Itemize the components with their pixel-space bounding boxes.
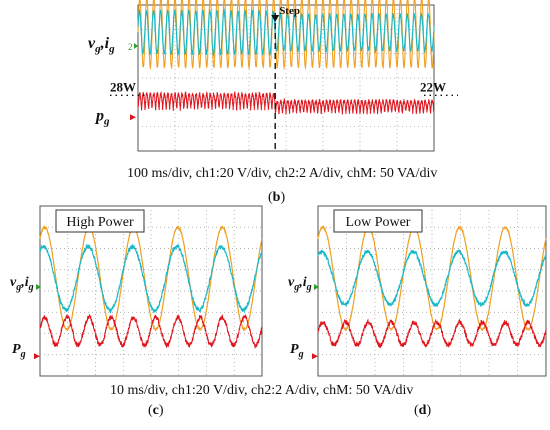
power-after-label: 22W bbox=[420, 79, 446, 94]
plot-c-grid bbox=[40, 206, 262, 376]
caption-bottom: 10 ms/div, ch1:20 V/div, ch2:2 A/div, ch… bbox=[110, 383, 414, 398]
marker-arrow-icon-d bbox=[314, 284, 319, 290]
caption-b: 100 ms/div, ch1:20 V/div, ch2:2 A/div, c… bbox=[127, 166, 438, 181]
plot-title-c: High Power bbox=[66, 215, 134, 230]
series-ig-b bbox=[137, 7, 435, 58]
series-pg-d bbox=[317, 318, 547, 349]
plot-title-d: Low Power bbox=[346, 215, 411, 230]
series-vg-c bbox=[39, 224, 263, 332]
series-pg-b bbox=[137, 90, 435, 115]
sublabel-b-letter: b bbox=[272, 190, 281, 205]
label-vg-ig-b: vg,ig bbox=[88, 35, 115, 55]
label-pg-c: Pg bbox=[12, 342, 26, 360]
title-box-c bbox=[55, 209, 145, 233]
sublabel-d-letter: d bbox=[418, 403, 427, 418]
title-box-d bbox=[333, 209, 423, 233]
label-vg-ig-c: vg,ig bbox=[10, 275, 34, 293]
series-ig-c bbox=[39, 243, 263, 314]
label-pg-b: pg bbox=[94, 107, 110, 127]
sublabel-c: (c) bbox=[148, 403, 164, 418]
scope-plot-b: Step 28W 22W vg,ig 2 pg bbox=[88, 0, 458, 152]
sublabel-c-letter: c bbox=[152, 403, 159, 418]
sublabel-b: (b) bbox=[268, 190, 286, 205]
step-arrow-icon bbox=[271, 15, 280, 22]
series-ig-d bbox=[317, 248, 547, 308]
label-vg-ig-d: vg,ig bbox=[288, 275, 312, 293]
marker-ch2-b: 2 bbox=[128, 42, 133, 52]
scope-plot-c: High Power vg,ig Pg bbox=[10, 205, 263, 377]
marker-m-arrow-icon-c bbox=[34, 353, 40, 360]
series-vg-d bbox=[317, 224, 547, 332]
scope-plot-d: Low Power vg,ig Pg bbox=[288, 205, 547, 377]
sublabel-d: (d) bbox=[414, 403, 432, 418]
series-pg-c bbox=[39, 313, 263, 349]
step-label: Step bbox=[279, 5, 300, 17]
marker-arrow-icon-b bbox=[134, 43, 138, 49]
power-before-label: 28W bbox=[110, 79, 136, 94]
marker-m-arrow-icon-b bbox=[130, 114, 136, 121]
label-pg-d: Pg bbox=[290, 342, 304, 360]
marker-m-arrow-icon-d bbox=[312, 353, 318, 360]
marker-arrow-icon-c bbox=[36, 284, 41, 290]
